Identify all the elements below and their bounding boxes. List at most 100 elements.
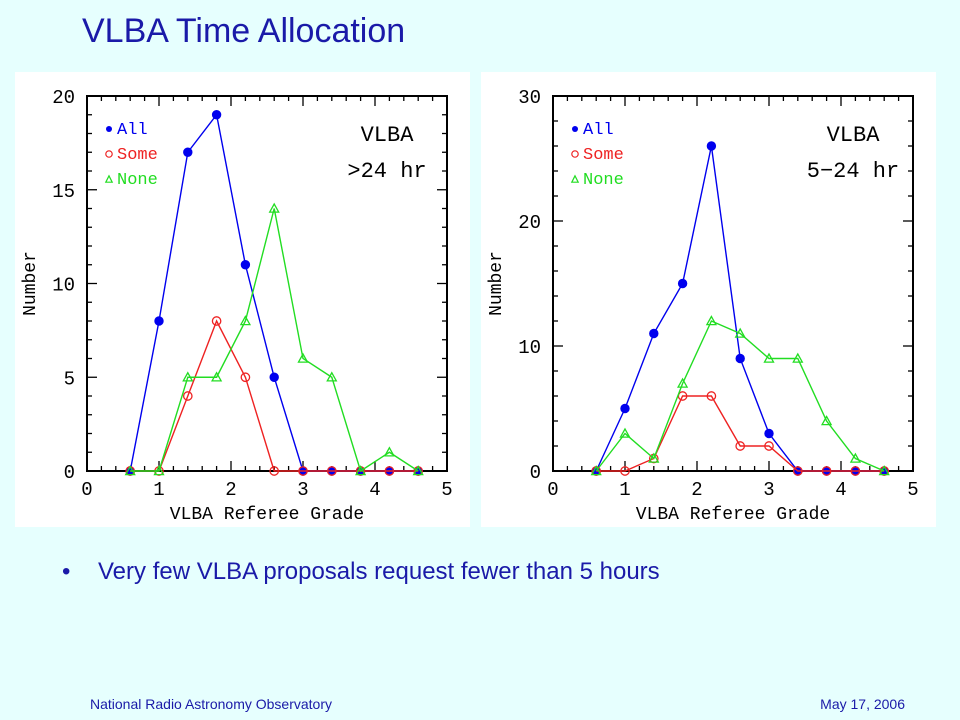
chart1-ytick-label: 10 (518, 337, 541, 359)
chart1-xtick-label: 4 (835, 479, 846, 501)
chart0-xtick-label: 1 (153, 479, 164, 501)
chart1-subtitle: 5−24 hr (807, 159, 899, 184)
chart0-subtitle: >24 hr (347, 159, 426, 184)
slide-title: VLBA Time Allocation (82, 12, 406, 50)
chart1-xtick-label: 5 (907, 479, 918, 501)
chart0-legend-label-all: All (117, 121, 148, 140)
chart0-point-none (124, 465, 136, 476)
chart0-point-some (211, 316, 222, 326)
chart0-point-some (326, 466, 337, 476)
chart1-point-none (734, 327, 746, 338)
chart0-xtick-label: 2 (225, 479, 236, 501)
chart1-point-some (706, 391, 717, 401)
chart-panel-over-24hr: 0 1 2 3 4 5 0 5 10 15 20 VLBA Referee Grade Number VL… (15, 72, 470, 527)
bullet-item: • Very few VLBA proposals request fewer … (62, 558, 660, 586)
chart0-point-some (384, 466, 395, 476)
chart1-point-some (620, 466, 630, 476)
chart0-legend-marker-some (105, 150, 113, 158)
chart0-xlabel: VLBA Referee Grade (170, 505, 364, 525)
chart0-point-none (354, 465, 367, 476)
chart1-frame (552, 95, 914, 472)
chart1-point-some (821, 466, 832, 476)
chart1-point-all (706, 141, 717, 151)
chart1-line-none (595, 320, 885, 472)
chart1-point-all (649, 328, 659, 339)
chart-5-24hr: 0 1 2 3 4 5 0 10 20 30 VLBA Referee Grade Number VLB… (487, 87, 919, 525)
chart1-legend-marker-some (571, 150, 579, 158)
chart-panel-5-24hr: 0 1 2 3 4 5 0 10 20 30 VLBA Referee Grade Number VLB… (481, 72, 936, 527)
chart1-ytick-label: 30 (518, 87, 541, 109)
chart1-point-none (878, 465, 890, 476)
chart1-point-none (676, 377, 689, 388)
chart1-xtick-label: 1 (619, 479, 630, 501)
bullet-dot-icon: • (62, 558, 71, 585)
chart-over-24hr: 0 1 2 3 4 5 0 5 10 15 20 VLBA Referee Grade Number VL… (21, 87, 453, 525)
chart1-point-all (735, 353, 745, 364)
chart1-point-some (764, 441, 774, 451)
chart0-ylabel: Number (21, 251, 41, 316)
chart0-ytick-label: 20 (52, 87, 75, 109)
chart1-point-none (590, 465, 602, 476)
chart1-legend-marker-all (572, 126, 578, 132)
chart1-ytick-label: 0 (530, 462, 541, 484)
chart1-title: VLBA (827, 123, 881, 148)
chart1-point-some (792, 466, 803, 476)
chart0-line-none (130, 208, 419, 473)
chart0-line-some (130, 319, 419, 472)
chart1-line-some (596, 395, 885, 472)
chart0-point-all (183, 147, 193, 157)
chart1-legend-label-none: None (583, 171, 624, 190)
chart1-point-all (620, 403, 630, 414)
chart1-point-some (850, 466, 861, 476)
chart1-xtick-label: 0 (547, 479, 558, 501)
chart0-ytick-label: 5 (64, 368, 75, 390)
chart1-point-none (705, 315, 718, 326)
chart1-point-all (677, 278, 688, 289)
chart1-point-none (849, 452, 862, 463)
chart0-point-all (240, 260, 251, 270)
chart1-legend-label-all: All (583, 121, 614, 140)
chart1-xlabel: VLBA Referee Grade (636, 505, 830, 525)
chart0-point-none (153, 465, 165, 476)
chart0-point-all (211, 110, 222, 120)
chart1-point-none (820, 415, 833, 426)
chart1-xtick-label: 3 (763, 479, 774, 501)
chart1-ylabel: Number (487, 251, 507, 316)
chart0-point-none (326, 371, 338, 382)
chart1-point-all (764, 428, 774, 439)
chart0-title: VLBA (361, 123, 415, 148)
footer-date: May 17, 2006 (820, 696, 905, 712)
chart0-xtick-label: 3 (297, 479, 308, 501)
chart1-xtick-label: 2 (691, 479, 702, 501)
chart0-xtick-label: 0 (81, 479, 92, 501)
chart1-point-none (648, 452, 660, 463)
chart1-line-all (595, 145, 885, 472)
chart0-legend-label-some: Some (117, 146, 158, 165)
chart0-point-some (182, 391, 193, 401)
chart0-point-none (412, 465, 424, 476)
chart0-point-none (210, 371, 223, 382)
chart1-point-none (619, 427, 631, 438)
chart1-point-some (735, 441, 746, 451)
chart0-point-some (298, 466, 308, 476)
chart0-legend-marker-all (106, 126, 112, 132)
chart1-point-none (792, 352, 804, 363)
chart1-point-none (763, 352, 775, 363)
chart0-point-all (269, 372, 279, 382)
chart0-ytick-label: 15 (52, 181, 75, 203)
chart0-legend-marker-none (104, 174, 114, 183)
chart0-ytick-label: 0 (64, 462, 75, 484)
bullet-text: Very few VLBA proposals request fewer th… (98, 558, 660, 585)
chart0-point-some (240, 372, 251, 383)
chart0-point-none (297, 352, 309, 363)
chart0-point-none (239, 315, 252, 326)
chart0-ytick-label: 10 (52, 275, 75, 297)
chart0-point-none (383, 446, 396, 457)
chart1-legend-marker-none (570, 174, 580, 183)
chart0-point-none (268, 202, 280, 213)
chart0-legend-label-none: None (117, 171, 158, 190)
chart0-point-some (269, 466, 280, 476)
footer-organization: National Radio Astronomy Observatory (90, 696, 332, 712)
chart0-xtick-label: 4 (369, 479, 380, 501)
chart0-point-all (154, 316, 164, 326)
